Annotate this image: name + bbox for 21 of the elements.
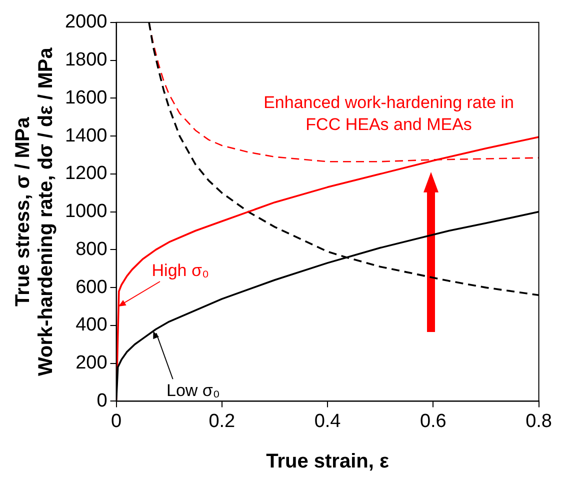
y-tick-label: 200 (76, 352, 108, 374)
x-axis-title: True strain, ε (266, 450, 390, 473)
x-tick-label: 0.8 (526, 410, 552, 432)
y-tick-label: 400 (76, 314, 108, 336)
y-tick-label: 1800 (64, 50, 108, 71)
y-tick-label: 800 (76, 238, 108, 260)
annotation: Low σ₀ (166, 380, 220, 400)
annotation: Enhanced work-hardening rate in FCC HEAs and MEAs (264, 93, 514, 134)
y-tick-label: 0 (96, 390, 108, 412)
x-tick-label: 0.2 (208, 410, 236, 432)
x-tick-label: 0 (110, 410, 122, 432)
x-tick-label: 0.6 (420, 410, 446, 432)
y-tick-label: 1200 (64, 163, 108, 184)
y-tick-label: 1600 (64, 87, 108, 108)
y-tick-label: 600 (76, 276, 108, 298)
y-tick-label: 1400 (64, 125, 108, 146)
y-tick-label: 1000 (64, 201, 108, 222)
annotation: High σ₀ (152, 261, 209, 280)
y-tick-label: 2000 (64, 12, 108, 33)
x-tick-label: 0.4 (314, 410, 342, 432)
y-axis-title: True stress, σ / MPa Work-hardening rate, dσ / dε / MPa (12, 46, 58, 376)
